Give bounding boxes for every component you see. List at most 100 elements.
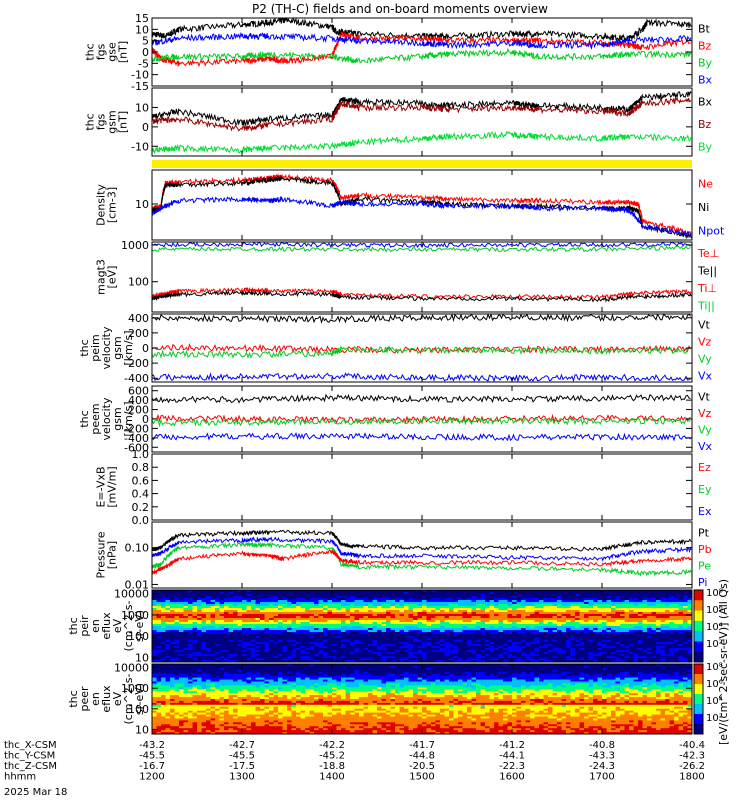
series-peim_vel-Vx <box>152 372 691 382</box>
panel-peer_spec: 10000 1000 100 10 thcpeerenefluxeV(cm^2-s-sr… <box>67 662 693 736</box>
legend-fgs_gsm: Bx <box>698 95 713 108</box>
ylabel-peer_spec: eflux <box>100 685 113 713</box>
ytick-peem_vel: -600 <box>124 441 149 454</box>
series-fgs_gsm-By <box>152 130 692 155</box>
colorbar-swatch <box>694 684 703 695</box>
colorbar-swatch <box>694 590 703 601</box>
ylabel-peim_vel: thc <box>78 339 91 356</box>
panel-flag <box>152 160 692 168</box>
series-temp-Ti_par_green <box>152 245 691 253</box>
ylabel-peem_vel: peem <box>89 403 102 434</box>
legend-temp: Te⊥ <box>697 247 719 260</box>
xaxis-value: -40.8 <box>589 740 615 751</box>
series-peem_vel-Vt <box>152 393 691 404</box>
ylabel-pressure: [nPa] <box>106 541 119 569</box>
series-pressure-Pi <box>152 536 692 562</box>
xaxis-value: -16.7 <box>139 761 165 772</box>
series-peim_vel-Vz <box>152 342 691 354</box>
legend-peim_vel: Vy <box>698 353 712 366</box>
ylabel-peim_vel: peim <box>89 334 102 362</box>
ytick-fgs: -15 <box>131 80 149 93</box>
ytick-peim_vel: -400 <box>124 372 149 385</box>
xaxis-row-label: thc_Y-CSM <box>4 751 55 762</box>
ytick-pressure: 0.10 <box>125 542 150 555</box>
legend-efield: Ez <box>698 461 711 474</box>
ytick-peir_spec: 10000 <box>114 588 149 601</box>
ylabel-peem_vel: thc <box>78 410 91 427</box>
xaxis-row-label: thc_X-CSM <box>4 740 57 751</box>
ytick-peem_vel: 0 <box>142 413 149 426</box>
ylabel-fgs: [nT] <box>117 41 130 63</box>
colorbar-tick: 10⁸ <box>706 662 723 673</box>
ylabel-peir_spec: eflux <box>100 612 113 640</box>
ytick-temp: 1000 <box>121 239 149 252</box>
ytick-fgs: 15 <box>135 12 149 25</box>
xaxis-value: 1400 <box>319 772 344 783</box>
colorbar-swatch <box>694 651 703 663</box>
xaxis-value: -22.3 <box>499 761 525 772</box>
ylabel-peir_spec: eV <box>111 618 124 633</box>
legend-pressure: Pe <box>698 559 711 572</box>
ylabel-peim_vel: [km/s] <box>122 330 135 365</box>
ytick-fgs_gsm: 10 <box>135 101 149 114</box>
legend-density: Ni <box>698 201 709 214</box>
legend-fgs: By <box>698 57 713 70</box>
ytick-peer_spec: 10 <box>135 723 149 736</box>
ytick-peir_spec: 10 <box>135 651 149 664</box>
xaxis-value: -43.2 <box>139 740 165 751</box>
series-fgs_gsm-Bx <box>152 90 692 127</box>
colorbar-tick: 10⁸ <box>706 588 723 599</box>
legend-peim_vel: Vt <box>698 319 711 332</box>
ytick-fgs: 0 <box>142 46 149 59</box>
ytick-fgs: -5 <box>138 57 149 70</box>
xaxis-value: 1700 <box>589 772 614 783</box>
ytick-fgs_gsm: 0 <box>142 121 149 134</box>
ytick-peer_spec: 10000 <box>114 662 149 675</box>
ylabel-peir_spec: en <box>89 619 102 633</box>
ylabel-peir_spec: peir <box>78 615 91 637</box>
xaxis-value: -44.1 <box>499 751 525 762</box>
ylabel-temp: [eV] <box>106 266 119 289</box>
panel-density: 10 Density[cm-3] Ne Ni Npot <box>95 169 725 241</box>
colorbar-tick: 10⁴ <box>706 622 723 633</box>
series-pressure-Pt <box>152 529 692 552</box>
colorbar-swatch <box>694 724 703 735</box>
xaxis-value: -17.5 <box>229 761 255 772</box>
xaxis-value: 1600 <box>499 772 524 783</box>
series-density-Ni <box>152 175 692 240</box>
colorbar-swatch <box>694 664 703 675</box>
series-density-Npot <box>152 195 692 239</box>
ytick-efield: 0.8 <box>132 461 150 474</box>
xaxis-value: -18.8 <box>319 761 345 772</box>
ytick-peem_vel: 200 <box>128 404 149 417</box>
legend-fgs: Bz <box>698 40 712 53</box>
legend-peem_vel: Vt <box>698 390 711 403</box>
xaxis-value: -42.7 <box>229 740 255 751</box>
colorbar-swatch <box>694 641 703 653</box>
legend-temp: Te|| <box>697 264 717 277</box>
colorbar-swatch <box>694 694 703 705</box>
colorbar-swatch <box>694 600 703 612</box>
xaxis-value: -44.8 <box>409 751 435 762</box>
ylabel-efield: E=-VxB <box>95 466 108 507</box>
ytick-efield: 0.4 <box>132 488 150 501</box>
xaxis-value: 1200 <box>139 772 164 783</box>
colorbar-tick: 10⁶ <box>706 605 723 616</box>
ytick-peir_spec: 1000 <box>121 609 149 622</box>
colorbar-tick: 10⁴ <box>706 696 723 707</box>
ylabel-fgs_gsm: gsm <box>106 110 119 133</box>
xaxis-value: 1800 <box>679 772 704 783</box>
colorbar-tick: 10² <box>706 713 723 724</box>
series-fgs-By <box>152 47 692 64</box>
xaxis-row-label: thc_Z-CSM <box>4 761 57 772</box>
xaxis-value: -20.5 <box>409 761 435 772</box>
ylabel-peer_spec: thc <box>67 690 80 707</box>
ytick-peem_vel: -400 <box>124 432 149 445</box>
ylabel-density: Density <box>95 184 108 226</box>
xaxis-value: -42.2 <box>319 740 345 751</box>
series-peim_vel-Vy <box>152 345 691 359</box>
series-fgs-Bx <box>152 31 692 50</box>
